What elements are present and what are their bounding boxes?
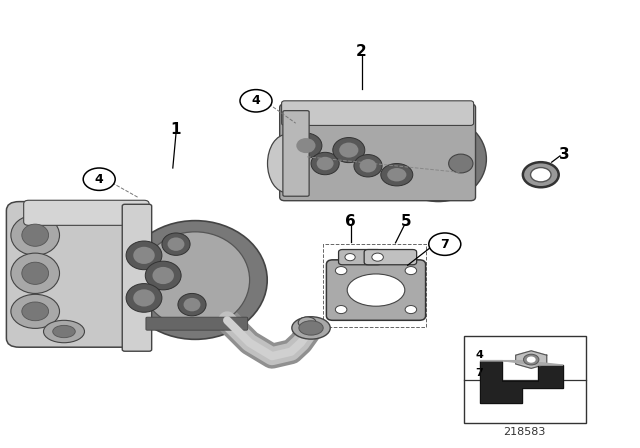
Ellipse shape xyxy=(178,293,206,316)
Ellipse shape xyxy=(152,267,174,284)
Ellipse shape xyxy=(354,155,382,177)
Ellipse shape xyxy=(52,325,76,338)
Circle shape xyxy=(429,233,461,255)
Text: 7: 7 xyxy=(476,368,483,378)
Ellipse shape xyxy=(449,154,473,173)
Ellipse shape xyxy=(126,241,162,270)
FancyBboxPatch shape xyxy=(326,260,426,320)
FancyBboxPatch shape xyxy=(146,317,248,330)
Ellipse shape xyxy=(298,317,316,328)
Polygon shape xyxy=(516,351,547,368)
FancyBboxPatch shape xyxy=(339,250,381,265)
Text: 2: 2 xyxy=(356,44,367,59)
FancyBboxPatch shape xyxy=(24,200,149,225)
Text: 6: 6 xyxy=(346,214,356,229)
Ellipse shape xyxy=(133,247,155,264)
Circle shape xyxy=(523,162,559,187)
Ellipse shape xyxy=(390,116,486,202)
Ellipse shape xyxy=(11,215,60,255)
Ellipse shape xyxy=(347,274,405,306)
Circle shape xyxy=(405,267,417,275)
Circle shape xyxy=(531,168,551,182)
Text: 218583: 218583 xyxy=(504,427,546,437)
Text: 4: 4 xyxy=(252,94,260,108)
Circle shape xyxy=(527,357,536,363)
FancyBboxPatch shape xyxy=(283,111,309,196)
Ellipse shape xyxy=(339,142,358,158)
Ellipse shape xyxy=(381,164,413,186)
Ellipse shape xyxy=(299,321,323,335)
Ellipse shape xyxy=(133,289,155,306)
FancyBboxPatch shape xyxy=(464,336,586,423)
FancyBboxPatch shape xyxy=(122,204,152,351)
Text: 4: 4 xyxy=(476,350,483,360)
Ellipse shape xyxy=(184,298,200,311)
Ellipse shape xyxy=(292,317,330,339)
Ellipse shape xyxy=(141,232,250,328)
Circle shape xyxy=(335,306,347,314)
Ellipse shape xyxy=(360,159,376,172)
Ellipse shape xyxy=(311,152,339,175)
Ellipse shape xyxy=(317,157,333,170)
Ellipse shape xyxy=(44,320,84,343)
Circle shape xyxy=(372,253,383,261)
Ellipse shape xyxy=(11,294,60,328)
Text: 5: 5 xyxy=(401,214,412,229)
FancyBboxPatch shape xyxy=(6,202,144,347)
FancyBboxPatch shape xyxy=(280,104,476,201)
Text: 1: 1 xyxy=(171,122,181,138)
Text: 3: 3 xyxy=(559,147,570,162)
Circle shape xyxy=(345,254,355,261)
Text: 4: 4 xyxy=(95,172,104,186)
Ellipse shape xyxy=(145,261,181,290)
Ellipse shape xyxy=(22,224,49,246)
Polygon shape xyxy=(480,361,563,403)
Circle shape xyxy=(83,168,115,190)
Ellipse shape xyxy=(162,233,190,255)
FancyBboxPatch shape xyxy=(364,250,417,265)
Ellipse shape xyxy=(168,237,184,251)
Text: 7: 7 xyxy=(440,237,449,251)
Ellipse shape xyxy=(296,138,316,153)
FancyBboxPatch shape xyxy=(282,101,474,125)
Ellipse shape xyxy=(268,134,306,193)
Circle shape xyxy=(240,90,272,112)
Circle shape xyxy=(335,267,347,275)
Circle shape xyxy=(524,354,539,365)
Ellipse shape xyxy=(22,302,49,321)
Polygon shape xyxy=(480,361,563,365)
Circle shape xyxy=(405,306,417,314)
Ellipse shape xyxy=(123,221,268,340)
Ellipse shape xyxy=(22,262,49,284)
Ellipse shape xyxy=(387,168,406,181)
Ellipse shape xyxy=(290,133,322,158)
Ellipse shape xyxy=(11,253,60,293)
Ellipse shape xyxy=(126,284,162,312)
Ellipse shape xyxy=(333,138,365,163)
